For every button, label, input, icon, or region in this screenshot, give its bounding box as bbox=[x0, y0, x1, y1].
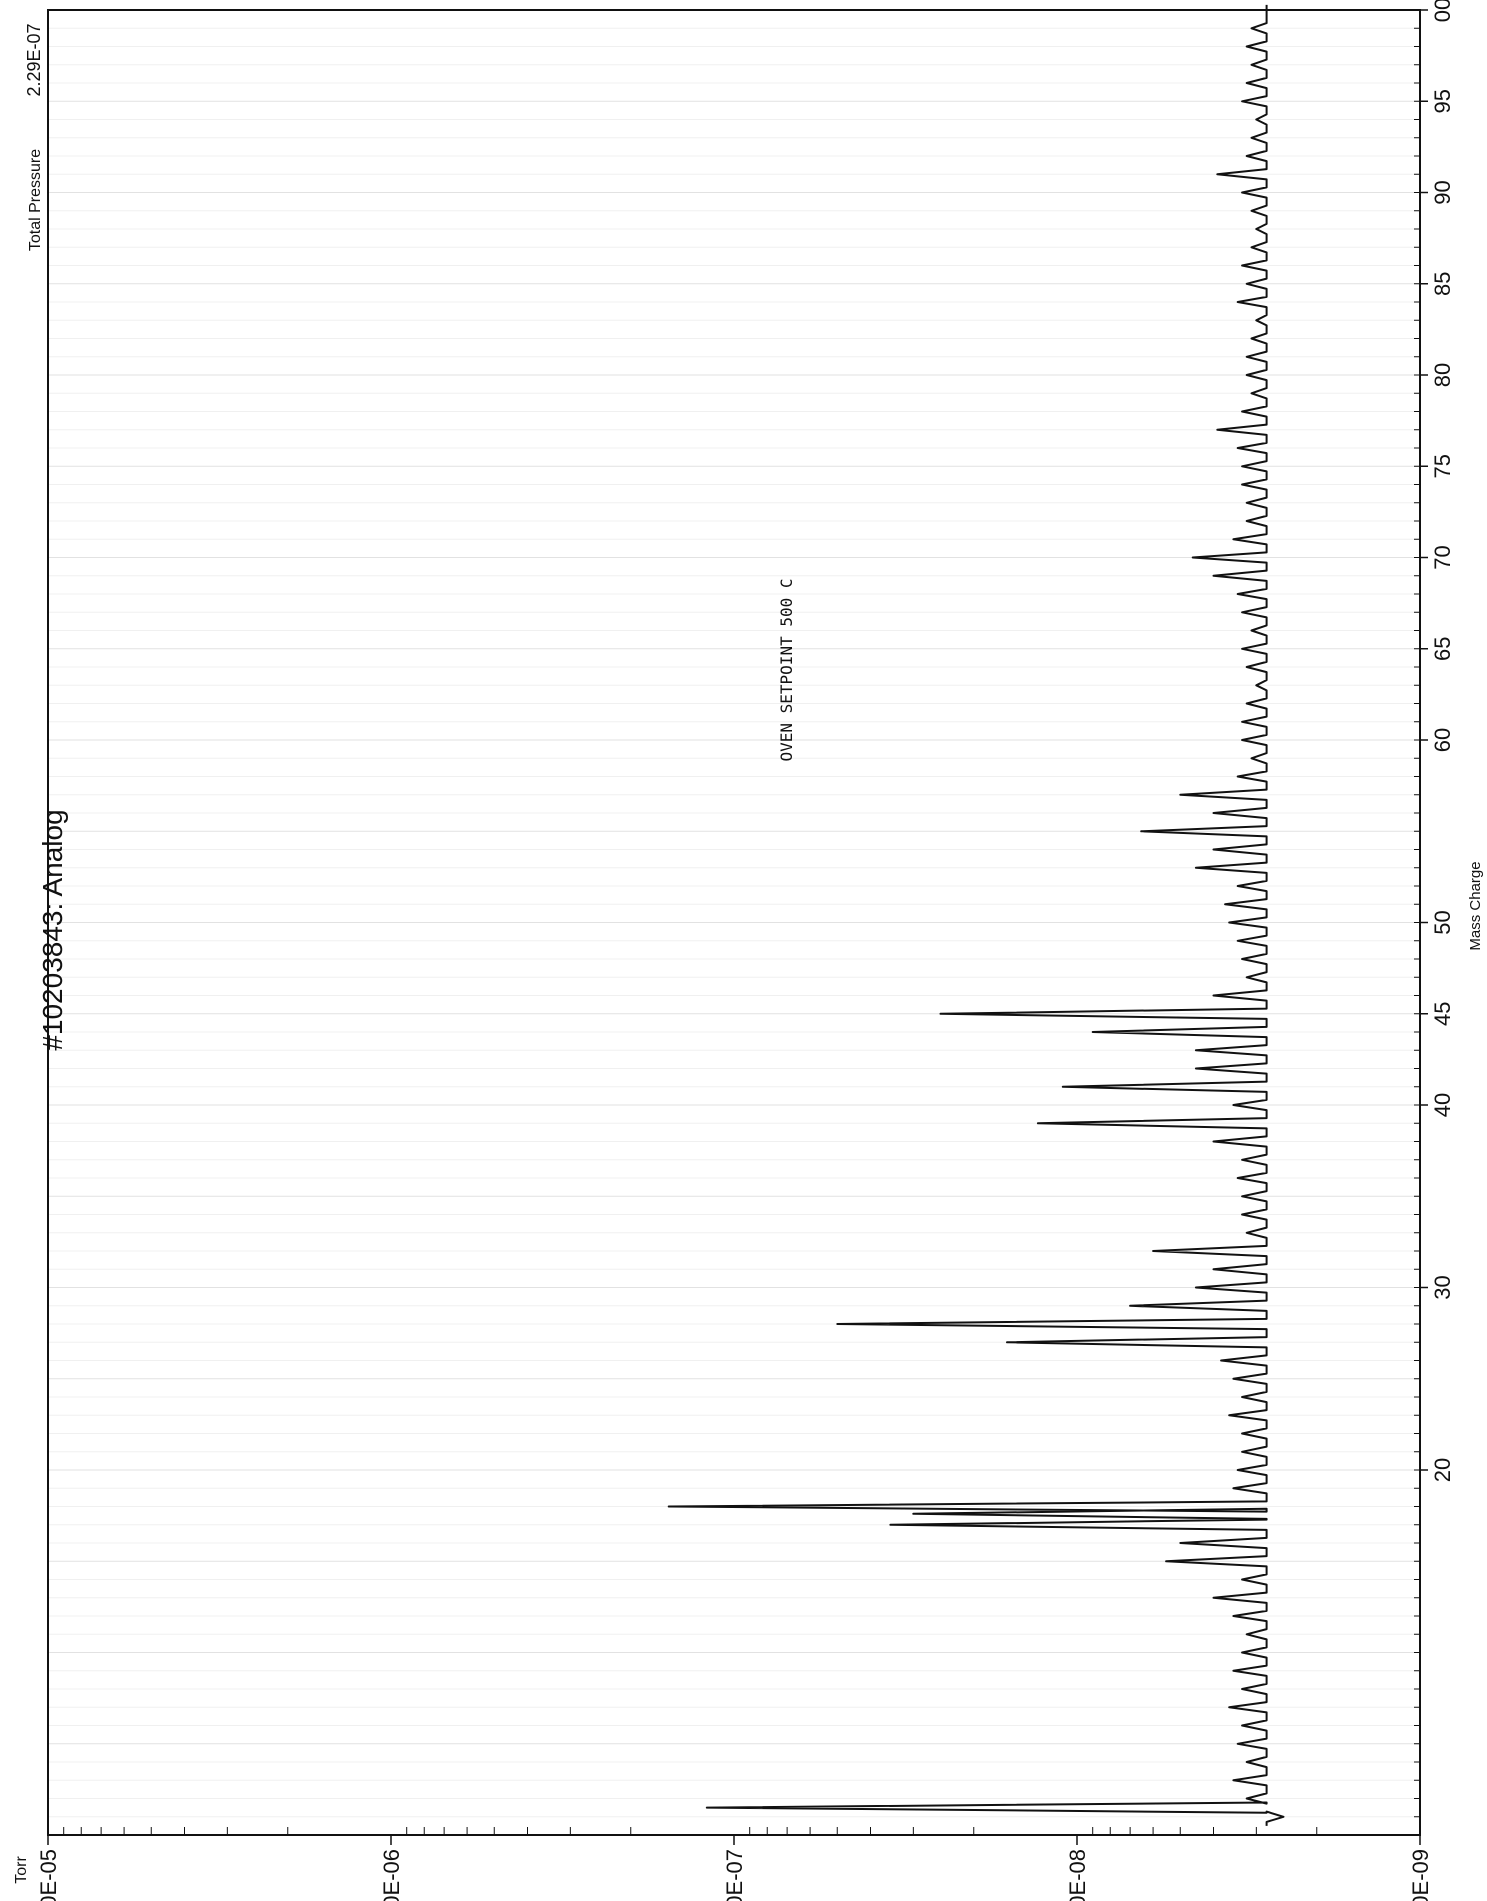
x-tick-label: 30 bbox=[1430, 1275, 1455, 1299]
y-tick-label: 0E-09 bbox=[1408, 1849, 1433, 1901]
y-ticks bbox=[47, 1827, 1421, 1845]
oven-setpoint-annotation: OVEN SETPOINT 500 C bbox=[777, 578, 796, 761]
x-axis-label: Mass Charge bbox=[1467, 861, 1484, 950]
x-tick-label: 20 bbox=[1430, 1458, 1455, 1482]
x-tick-label: 90 bbox=[1430, 180, 1455, 204]
x-tick-label: 65 bbox=[1430, 637, 1455, 661]
x-tick-label: 70 bbox=[1430, 545, 1455, 569]
chart-title: #10203843: Analog bbox=[37, 809, 68, 1050]
x-tick-label: 45 bbox=[1430, 1002, 1455, 1026]
total-pressure-value: 2.29E-07 bbox=[24, 23, 44, 96]
x-tick-labels: 20 30 40 45 50 60 65 70 75 80 85 90 95 00 bbox=[1430, 0, 1455, 1482]
y-axis-unit-label: Torr bbox=[13, 1856, 30, 1884]
grid bbox=[48, 27, 1420, 1818]
total-pressure-label: Total Pressure bbox=[27, 149, 44, 251]
y-tick-label: 0E-07 bbox=[722, 1849, 747, 1901]
y-tick-label: 0E-08 bbox=[1065, 1849, 1090, 1901]
y-tick-label: 0E-05 bbox=[36, 1849, 61, 1901]
y-tick-label: 0E-06 bbox=[379, 1849, 404, 1901]
x-tick-label: 50 bbox=[1430, 910, 1455, 934]
x-tick-label: 85 bbox=[1430, 272, 1455, 296]
plot-frame bbox=[47, 9, 1421, 1836]
x-tick-label: 75 bbox=[1430, 454, 1455, 478]
spectrum-line bbox=[667, 4, 1285, 1826]
x-tick-label: 60 bbox=[1430, 728, 1455, 752]
x-tick-label: 40 bbox=[1430, 1093, 1455, 1117]
x-tick-label: 80 bbox=[1430, 363, 1455, 387]
x-tick-label: 00 bbox=[1430, 0, 1455, 22]
x-tick-label: 95 bbox=[1430, 89, 1455, 113]
y-tick-labels: 0E-05 0E-06 0E-07 0E-08 0E-09 bbox=[36, 1849, 1433, 1901]
